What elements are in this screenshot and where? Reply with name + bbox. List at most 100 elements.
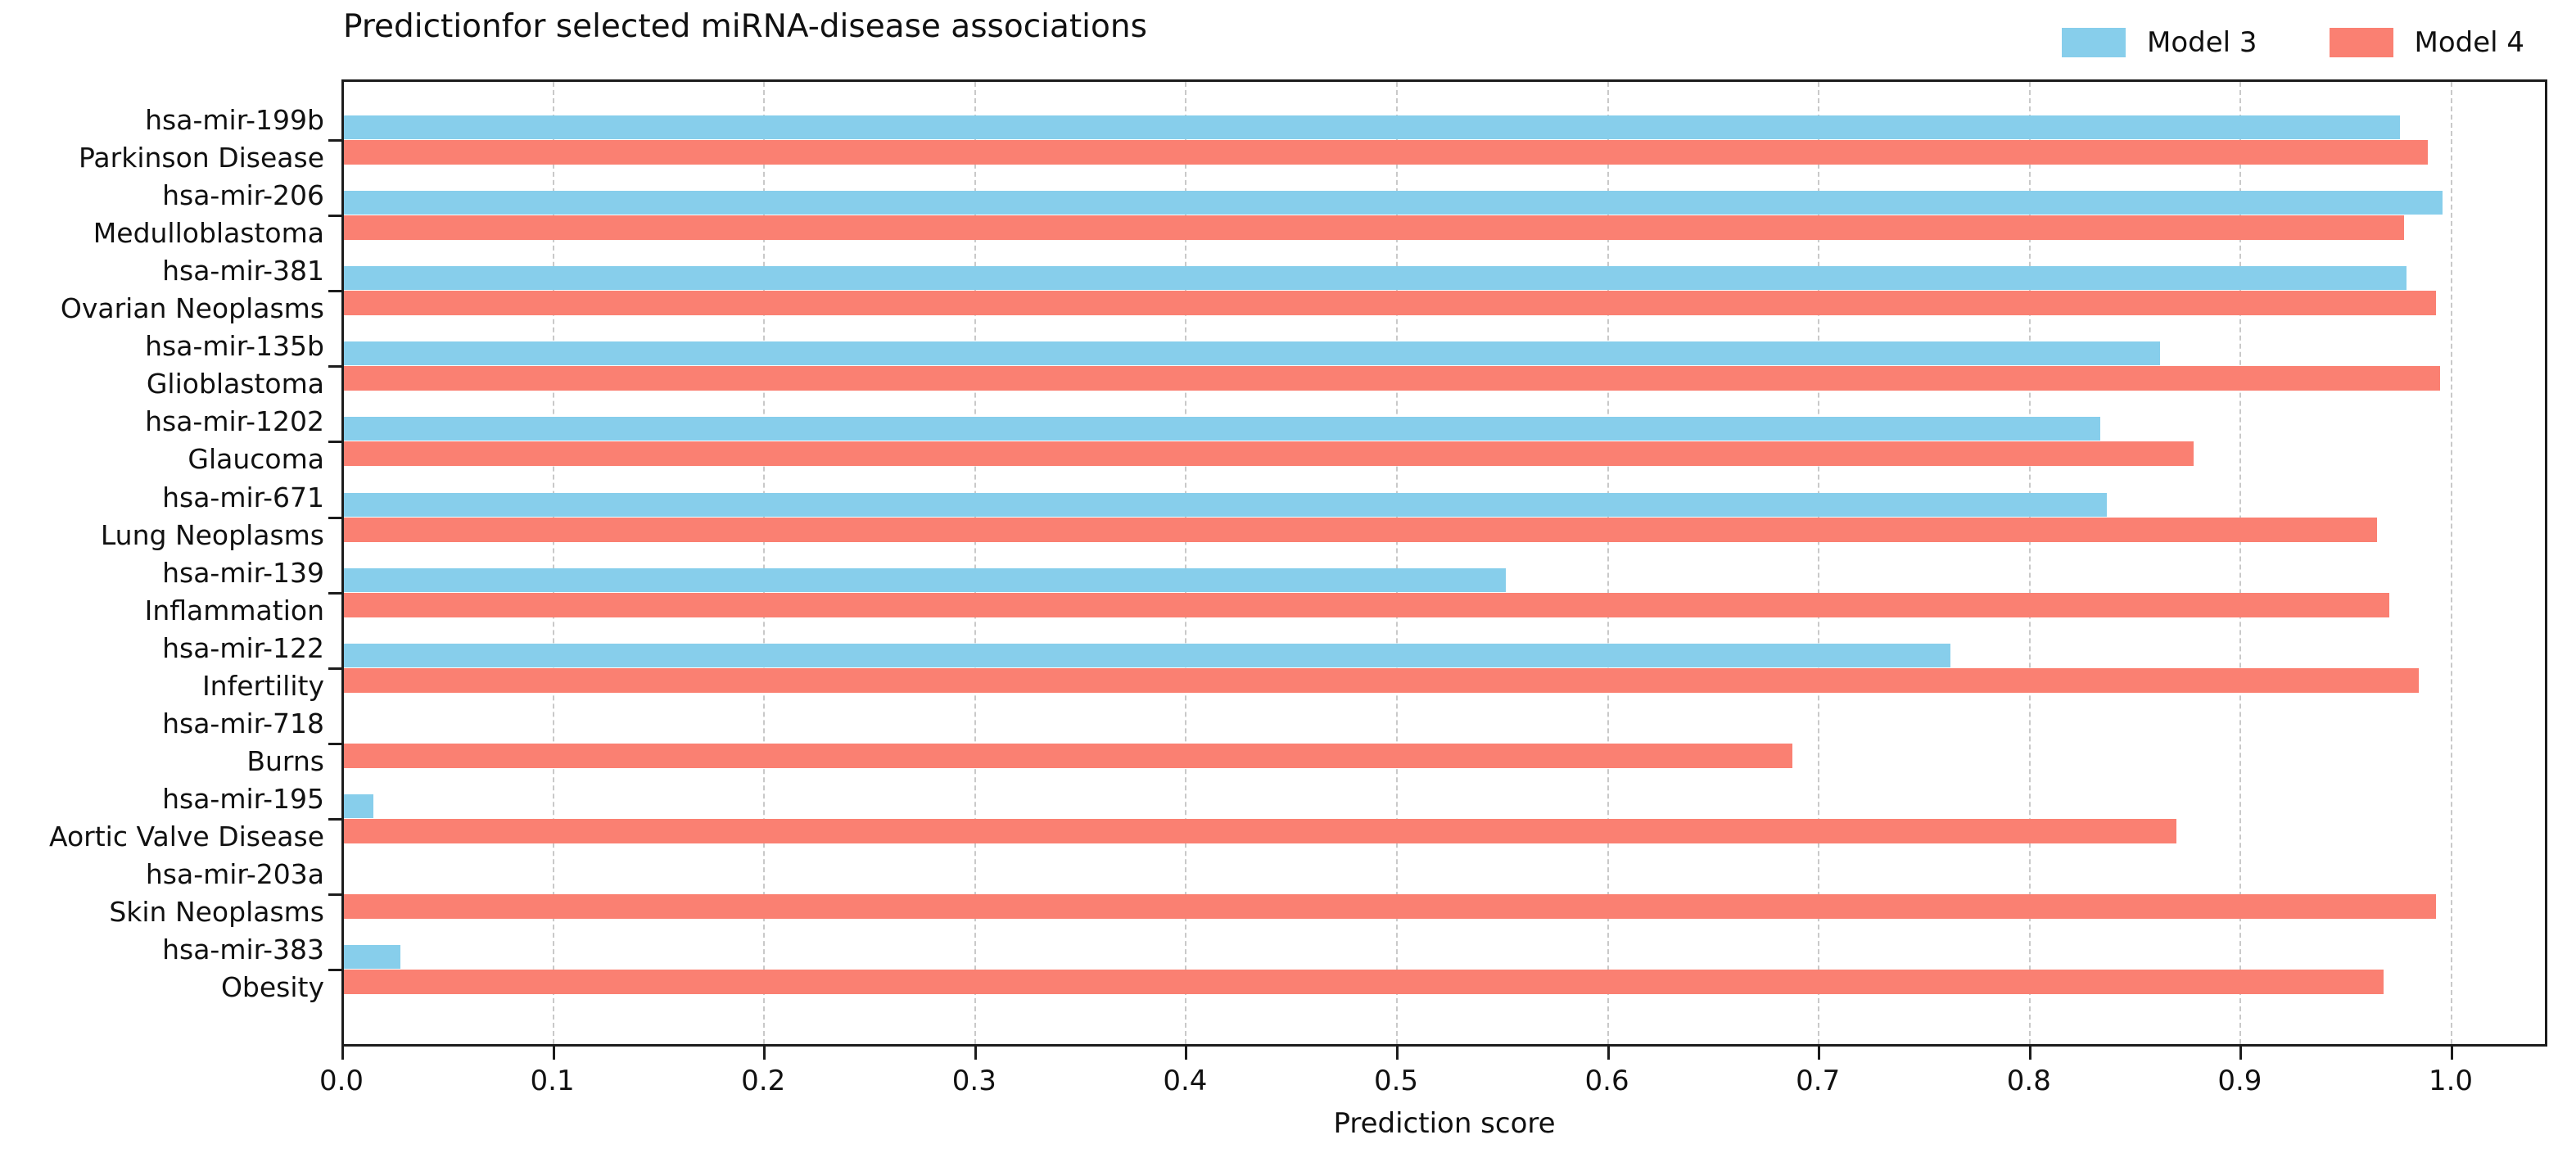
y-tick-hsa-mir-383: [328, 969, 341, 972]
disease-label: Glaucoma: [188, 443, 324, 476]
mirna-label: hsa-mir-122: [162, 631, 324, 664]
disease-label: Obesity: [220, 971, 324, 1004]
x-tick-label-0.5: 0.5: [1373, 1065, 1419, 1097]
x-tick-0.6: [1607, 1047, 1610, 1060]
y-tick-label-hsa-mir-671: hsa-mir-671 Lung Neoplasms: [101, 479, 324, 554]
x-axis-title: Prediction score: [1333, 1107, 1556, 1140]
x-tick-label-0.6: 0.6: [1584, 1065, 1629, 1097]
bar-model3-hsa-mir-135b: [344, 341, 2160, 366]
y-tick-label-hsa-mir-139: hsa-mir-139 Inflammation: [145, 554, 324, 630]
y-tick-hsa-mir-135b: [328, 365, 341, 369]
x-tick-0.5: [1396, 1047, 1399, 1060]
bar-model3-hsa-mir-206: [344, 191, 2443, 215]
bar-model3-hsa-mir-381: [344, 266, 2407, 291]
legend: Model 3 Model 4: [2062, 26, 2524, 59]
legend-item-model3: Model 3: [2062, 26, 2257, 59]
disease-label: Ovarian Neoplasms: [60, 292, 324, 325]
y-tick-label-hsa-mir-1202: hsa-mir-1202 Glaucoma: [145, 403, 324, 478]
y-tick-hsa-mir-199b: [328, 139, 341, 142]
disease-label: Aortic Valve Disease: [48, 820, 324, 852]
x-tick-label-1.0: 1.0: [2428, 1065, 2474, 1097]
bar-model4-hsa-mir-381: [344, 291, 2436, 316]
bar-model4-hsa-mir-383: [344, 970, 2384, 995]
gridline-x-0.9: [2239, 82, 2242, 1044]
bar-model3-hsa-mir-671: [344, 492, 2108, 517]
y-tick-hsa-mir-203a: [328, 893, 341, 896]
bar-model3-hsa-mir-1202: [344, 417, 2101, 441]
x-tick-label-0.8: 0.8: [2006, 1065, 2051, 1097]
disease-label: Infertility: [201, 669, 324, 702]
y-tick-hsa-mir-139: [328, 591, 341, 595]
bar-model4-hsa-mir-203a: [344, 894, 2436, 919]
y-tick-label-hsa-mir-135b: hsa-mir-135b Glioblastoma: [145, 328, 324, 403]
x-tick-1.0: [2451, 1047, 2453, 1060]
y-tick-label-hsa-mir-199b: hsa-mir-199b Parkinson Disease: [79, 102, 324, 177]
gridline-x-0.8: [2028, 82, 2031, 1044]
model3-color-swatch: [2062, 28, 2126, 57]
disease-label: Medulloblastoma: [93, 217, 324, 250]
gridline-x-0.2: [763, 82, 766, 1044]
mirna-label: hsa-mir-195: [162, 782, 324, 815]
gridline-x-0.4: [1185, 82, 1187, 1044]
x-tick-0.1: [552, 1047, 555, 1060]
bar-model3-hsa-mir-122: [344, 643, 1951, 667]
bar-model4-hsa-mir-122: [344, 667, 2420, 693]
mirna-label: hsa-mir-206: [162, 179, 324, 212]
x-tick-0.2: [763, 1047, 766, 1060]
legend-item-model4: Model 4: [2329, 26, 2524, 59]
bar-model4-hsa-mir-718: [344, 743, 1793, 768]
y-tick-hsa-mir-381: [328, 290, 341, 293]
disease-label: Lung Neoplasms: [100, 518, 324, 551]
gridline-x-1.0: [2451, 82, 2452, 1044]
x-tick-0.9: [2239, 1047, 2243, 1060]
bar-model4-hsa-mir-199b: [344, 140, 2428, 165]
gridline-x-0.6: [1607, 82, 1609, 1044]
y-tick-label-hsa-mir-383: hsa-mir-383 Obesity: [162, 931, 324, 1006]
y-tick-hsa-mir-122: [328, 667, 341, 670]
gridline-x-0.1: [552, 82, 554, 1044]
x-tick-label-0.2: 0.2: [741, 1065, 786, 1097]
x-tick-label-0.1: 0.1: [530, 1065, 575, 1097]
disease-label: Burns: [246, 744, 324, 777]
bar-model3-hsa-mir-195: [344, 794, 373, 818]
y-tick-label-hsa-mir-195: hsa-mir-195 Aortic Valve Disease: [49, 780, 324, 856]
x-tick-label-0.3: 0.3: [951, 1065, 997, 1097]
x-tick-0.4: [1185, 1047, 1188, 1060]
bar-model4-hsa-mir-135b: [344, 366, 2441, 391]
y-tick-label-hsa-mir-122: hsa-mir-122 Infertility: [162, 630, 324, 705]
bar-model4-hsa-mir-206: [344, 215, 2405, 241]
disease-label: Inflammation: [144, 594, 324, 626]
y-tick-label-hsa-mir-718: hsa-mir-718 Burns: [162, 705, 324, 780]
mirna-label: hsa-mir-671: [162, 481, 324, 513]
x-tick-0.0: [341, 1047, 344, 1060]
x-tick-0.8: [2028, 1047, 2031, 1060]
x-tick-label-0.7: 0.7: [1796, 1065, 1841, 1097]
chart-title: Predictionfor selected miRNA-disease ass…: [343, 8, 1147, 45]
y-tick-hsa-mir-1202: [328, 441, 341, 444]
legend-label-model3: Model 3: [2147, 26, 2257, 59]
bar-model3-hsa-mir-199b: [344, 115, 2401, 139]
bar-model4-hsa-mir-195: [344, 818, 2177, 843]
x-tick-label-0.0: 0.0: [319, 1065, 364, 1097]
disease-label: Parkinson Disease: [79, 142, 324, 174]
gridline-x-0.3: [974, 82, 976, 1044]
y-tick-label-hsa-mir-381: hsa-mir-381 Ovarian Neoplasms: [61, 252, 324, 328]
y-tick-hsa-mir-718: [328, 742, 341, 745]
x-tick-0.3: [974, 1047, 977, 1060]
mirna-label: hsa-mir-139: [162, 556, 324, 589]
bar-model3-hsa-mir-139: [344, 567, 1506, 592]
y-tick-hsa-mir-195: [328, 817, 341, 821]
mirna-label: hsa-mir-199b: [145, 104, 324, 136]
x-tick-label-0.4: 0.4: [1163, 1065, 1208, 1097]
bar-model4-hsa-mir-671: [344, 517, 2377, 542]
disease-label: Glioblastoma: [146, 368, 324, 400]
bar-model3-hsa-mir-383: [344, 945, 401, 970]
y-tick-hsa-mir-671: [328, 516, 341, 519]
bar-model4-hsa-mir-1202: [344, 441, 2194, 467]
mirna-label: hsa-mir-135b: [145, 330, 324, 363]
mirna-label: hsa-mir-383: [162, 934, 324, 966]
y-tick-label-hsa-mir-206: hsa-mir-206 Medulloblastoma: [93, 177, 324, 252]
y-tick-hsa-mir-206: [328, 215, 341, 218]
mirna-label: hsa-mir-381: [162, 255, 324, 287]
